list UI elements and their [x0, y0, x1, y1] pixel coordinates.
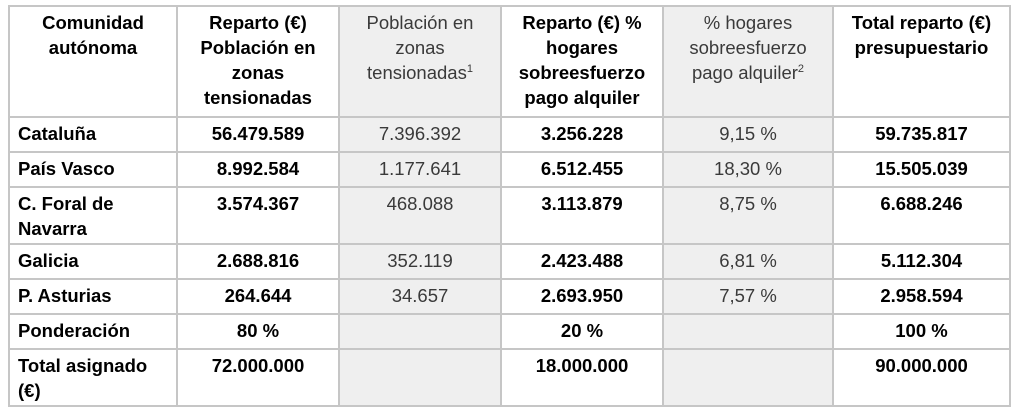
- cell-poblacion: 34.657: [338, 278, 502, 315]
- table-row: P. Asturias 264.644 34.657 2.693.950 7,5…: [8, 278, 1011, 315]
- cell-total: 5.112.304: [832, 243, 1011, 280]
- table-row: Cataluña 56.479.589 7.396.392 3.256.228 …: [8, 116, 1011, 153]
- cell-total-label: Total asignado (€): [8, 348, 178, 407]
- cell-comunidad: Galicia: [8, 243, 178, 280]
- cell-comunidad: Cataluña: [8, 116, 178, 153]
- cell-reparto-poblacion: 8.992.584: [176, 151, 340, 188]
- cell-reparto-hogares: 3.113.879: [500, 186, 664, 245]
- cell-reparto-hogares: 6.512.455: [500, 151, 664, 188]
- cell-poblacion: 1.177.641: [338, 151, 502, 188]
- cell-reparto-hogares: 2.693.950: [500, 278, 664, 315]
- cell-ponderacion-total: 100 %: [832, 313, 1011, 350]
- cell-hogares: 9,15 %: [662, 116, 834, 153]
- cell-ponderacion-hogares: 20 %: [500, 313, 664, 350]
- header-reparto-hogares: Reparto (€) % hogares sobreesfuerzo pago…: [500, 5, 664, 118]
- cell-poblacion: 352.119: [338, 243, 502, 280]
- header-hogares: % hogares sobreesfuerzo pago alquiler2: [662, 5, 834, 118]
- cell-empty: [338, 348, 502, 407]
- header-total: Total reparto (€) presupuestario: [832, 5, 1011, 118]
- cell-hogares: 7,57 %: [662, 278, 834, 315]
- cell-total-poblacion: 72.000.000: [176, 348, 340, 407]
- cell-total: 15.505.039: [832, 151, 1011, 188]
- header-poblacion: Población en zonas tensionadas1: [338, 5, 502, 118]
- cell-empty: [662, 313, 834, 350]
- header-reparto-poblacion: Reparto (€) Población en zonas tensionad…: [176, 5, 340, 118]
- cell-poblacion: 7.396.392: [338, 116, 502, 153]
- cell-total: 59.735.817: [832, 116, 1011, 153]
- cell-total-hogares: 18.000.000: [500, 348, 664, 407]
- cell-total: 6.688.246: [832, 186, 1011, 245]
- cell-comunidad: C. Foral de Navarra: [8, 186, 178, 245]
- header-poblacion-text: Población en zonas tensionadas: [366, 12, 474, 83]
- table-row: País Vasco 8.992.584 1.177.641 6.512.455…: [8, 151, 1011, 188]
- cell-hogares: 6,81 %: [662, 243, 834, 280]
- cell-hogares: 8,75 %: [662, 186, 834, 245]
- cell-comunidad: País Vasco: [8, 151, 178, 188]
- cell-comunidad: P. Asturias: [8, 278, 178, 315]
- cell-reparto-hogares: 3.256.228: [500, 116, 664, 153]
- cell-total: 2.958.594: [832, 278, 1011, 315]
- footnote-2: 2: [797, 62, 805, 75]
- ponderacion-row: Ponderación 80 % 20 % 100 %: [8, 313, 1011, 350]
- cell-reparto-poblacion: 3.574.367: [176, 186, 340, 245]
- cell-reparto-hogares: 2.423.488: [500, 243, 664, 280]
- table-row: Galicia 2.688.816 352.119 2.423.488 6,81…: [8, 243, 1011, 280]
- header-comunidad: Comunidad autónoma: [8, 5, 178, 118]
- cell-reparto-poblacion: 56.479.589: [176, 116, 340, 153]
- total-row: Total asignado (€) 72.000.000 18.000.000…: [8, 348, 1011, 407]
- header-row: Comunidad autónoma Reparto (€) Población…: [8, 5, 1011, 118]
- cell-reparto-poblacion: 264.644: [176, 278, 340, 315]
- cell-poblacion: 468.088: [338, 186, 502, 245]
- cell-reparto-poblacion: 2.688.816: [176, 243, 340, 280]
- header-hogares-text: % hogares sobreesfuerzo pago alquiler: [689, 12, 807, 83]
- distribution-table: Comunidad autónoma Reparto (€) Población…: [8, 5, 1011, 407]
- cell-empty: [662, 348, 834, 407]
- cell-empty: [338, 313, 502, 350]
- table-row: C. Foral de Navarra 3.574.367 468.088 3.…: [8, 186, 1011, 245]
- footnote-1: 1: [466, 62, 473, 75]
- cell-ponderacion-poblacion: 80 %: [176, 313, 340, 350]
- cell-hogares: 18,30 %: [662, 151, 834, 188]
- cell-total-total: 90.000.000: [832, 348, 1011, 407]
- cell-ponderacion-label: Ponderación: [8, 313, 178, 350]
